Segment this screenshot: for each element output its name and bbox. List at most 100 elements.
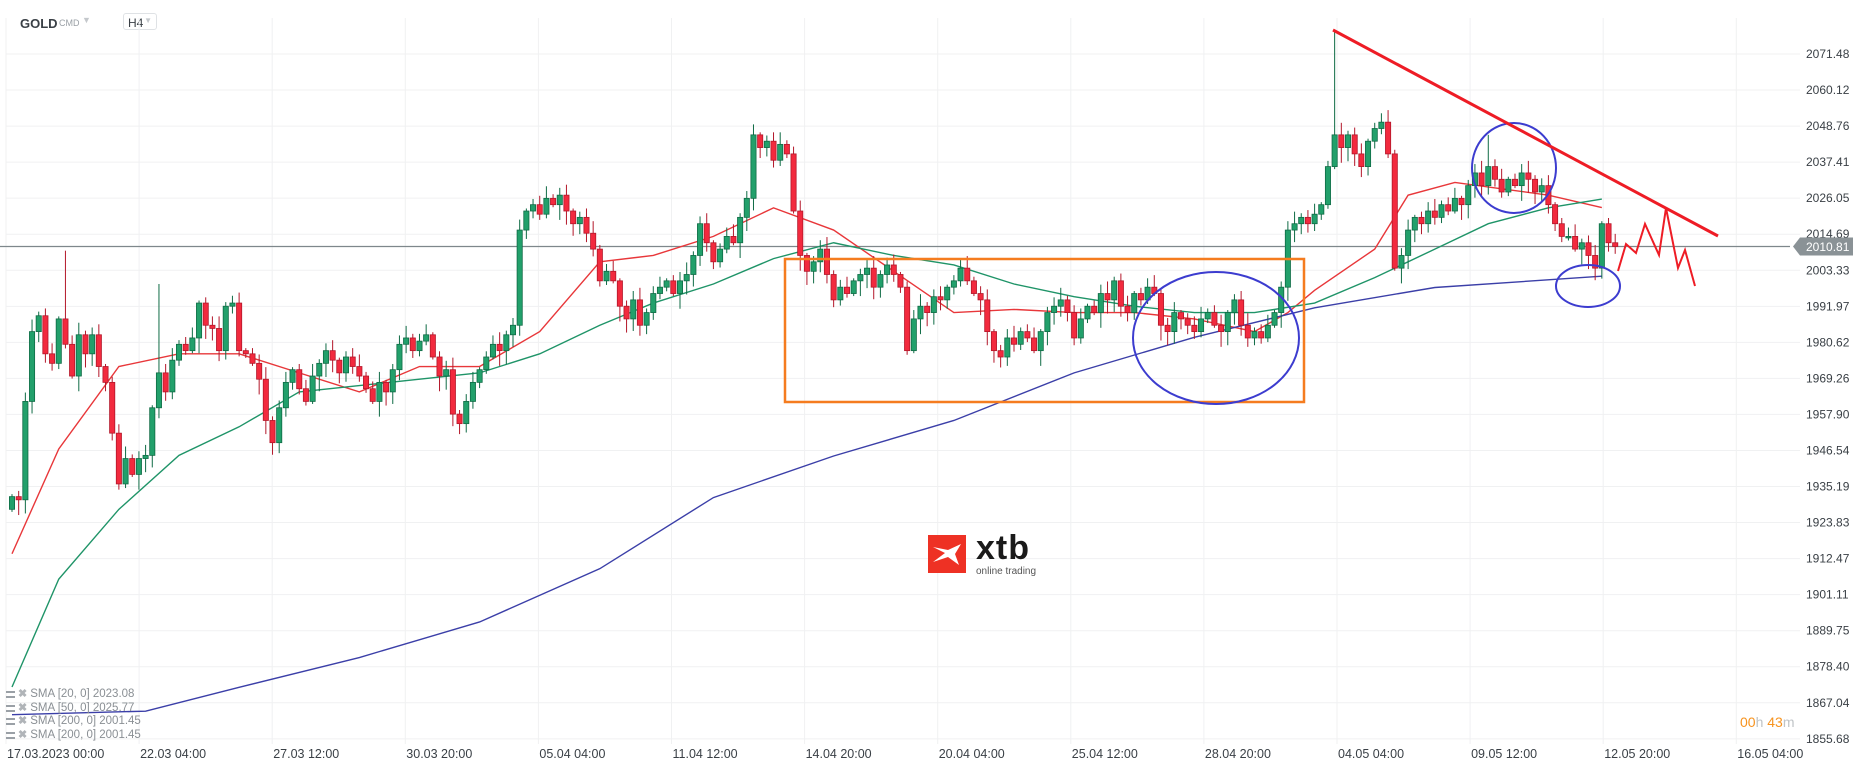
candle-bearish xyxy=(429,334,436,358)
candle-bullish xyxy=(1371,128,1378,142)
candle-bullish xyxy=(697,223,704,256)
timer-m-unit: m xyxy=(1782,714,1795,730)
candle-bullish xyxy=(22,401,29,501)
candle-bullish xyxy=(723,236,730,250)
candle-bearish xyxy=(1351,134,1358,155)
candle-bearish xyxy=(1157,293,1164,326)
candle-bearish xyxy=(236,302,243,352)
candle-bullish xyxy=(1251,331,1258,339)
candle-bearish xyxy=(209,324,216,329)
candle-bearish xyxy=(703,223,710,244)
candle-bearish xyxy=(1011,337,1018,345)
candle-bearish xyxy=(349,356,356,367)
candle-bearish xyxy=(1498,178,1505,193)
x-tick-label: 22.03 04:00 xyxy=(140,747,206,761)
y-tick-label: 2026.05 xyxy=(1806,191,1850,205)
candle-bearish xyxy=(249,353,256,364)
candle-bearish xyxy=(770,140,777,161)
candle-bearish xyxy=(296,369,303,390)
candle-bearish xyxy=(803,255,810,272)
candle-bearish xyxy=(1137,293,1144,301)
candle-bearish xyxy=(1191,324,1198,333)
candle-bullish xyxy=(122,458,129,485)
legend-item-sma50[interactable]: ✖ SMA [50, 0] 2025.77 xyxy=(6,702,141,716)
candle-bullish xyxy=(1538,185,1545,193)
candle-bearish xyxy=(984,299,991,333)
candle-bearish xyxy=(583,216,590,234)
candle-bearish xyxy=(42,315,49,355)
candle-bearish xyxy=(456,413,463,425)
legend-label: SMA [200, 0] 2001.45 xyxy=(30,728,141,741)
candle-bearish xyxy=(1532,178,1539,193)
settings-lines-icon[interactable] xyxy=(6,691,15,699)
candle-bullish xyxy=(469,381,476,402)
candle-bearish xyxy=(1071,312,1078,339)
legend-item-sma20[interactable]: ✖ SMA [20, 0] 2023.08 xyxy=(6,688,141,702)
candle-bullish xyxy=(1405,229,1412,256)
candle-bearish xyxy=(202,302,209,326)
candle-bullish xyxy=(423,334,430,342)
candle-bearish xyxy=(596,248,603,282)
candle-bullish xyxy=(1365,140,1372,167)
candle-bearish xyxy=(997,350,1004,358)
candle-bullish xyxy=(403,337,410,345)
symbol-label[interactable]: GOLD xyxy=(20,16,58,31)
candle-bearish xyxy=(129,458,136,475)
candle-bullish xyxy=(463,401,470,425)
candle-bearish xyxy=(302,388,309,402)
candle-bearish xyxy=(670,280,677,294)
candle-bullish xyxy=(677,280,684,294)
annotation-ellipse xyxy=(1132,271,1300,405)
y-tick-label: 1878.40 xyxy=(1806,660,1850,674)
candle-bearish xyxy=(977,293,984,301)
remove-icon[interactable]: ✖ xyxy=(18,701,28,714)
candle-bearish xyxy=(1064,299,1071,313)
legend-item-sma200-b[interactable]: ✖ SMA [200, 0] 2001.45 xyxy=(6,729,141,743)
candle-bullish xyxy=(630,299,637,320)
legend-label: SMA [200, 0] 2001.45 xyxy=(30,715,141,727)
logo-brand: xtb xyxy=(976,529,1030,567)
candle-bullish xyxy=(1084,305,1091,320)
legend-item-sma200[interactable]: ✖ SMA [200, 0] 2001.45 xyxy=(6,715,141,729)
candle-bullish xyxy=(884,264,891,275)
candle-bullish xyxy=(910,318,917,352)
candle-bearish xyxy=(363,375,370,390)
settings-lines-icon[interactable] xyxy=(6,731,15,739)
candle-bearish xyxy=(62,318,69,345)
candle-bullish xyxy=(75,334,82,377)
candle-bullish xyxy=(1438,204,1445,218)
y-tick-label: 1889.75 xyxy=(1806,624,1850,638)
remove-icon[interactable]: ✖ xyxy=(18,715,28,727)
symbol-dropdown-caret-icon[interactable]: ▼ xyxy=(82,15,91,25)
candle-bullish xyxy=(1291,223,1298,231)
candle-bullish xyxy=(656,286,663,294)
candle-bullish xyxy=(877,274,884,288)
candle-bullish xyxy=(763,140,770,148)
candle-bullish xyxy=(8,496,15,510)
y-tick-label: 1867.04 xyxy=(1806,696,1850,710)
candle-bullish xyxy=(376,381,383,402)
candle-bearish xyxy=(1585,242,1592,256)
candle-bullish xyxy=(650,293,657,313)
remove-icon[interactable]: ✖ xyxy=(18,688,28,700)
instrument-type-label: CMD xyxy=(59,18,80,28)
candle-bearish xyxy=(383,381,390,393)
remove-icon[interactable]: ✖ xyxy=(18,728,28,741)
candle-bullish xyxy=(530,204,537,212)
candle-bullish xyxy=(155,372,162,409)
settings-lines-icon[interactable] xyxy=(6,718,15,726)
y-tick-label: 2037.41 xyxy=(1806,155,1850,169)
candle-bullish xyxy=(35,315,42,333)
xtb-logo-mark-icon xyxy=(928,535,966,573)
candle-bearish xyxy=(1218,324,1225,333)
x-tick-label: 27.03 12:00 xyxy=(273,747,339,761)
candle-bearish xyxy=(369,388,376,402)
candle-bearish xyxy=(1258,331,1265,339)
candle-bullish xyxy=(743,197,750,218)
settings-lines-icon[interactable] xyxy=(6,704,15,712)
candle-bearish xyxy=(1391,153,1398,269)
candle-bearish xyxy=(904,286,911,352)
timer-minutes: 43 xyxy=(1767,714,1783,730)
annotation-ellipse xyxy=(1555,264,1621,308)
